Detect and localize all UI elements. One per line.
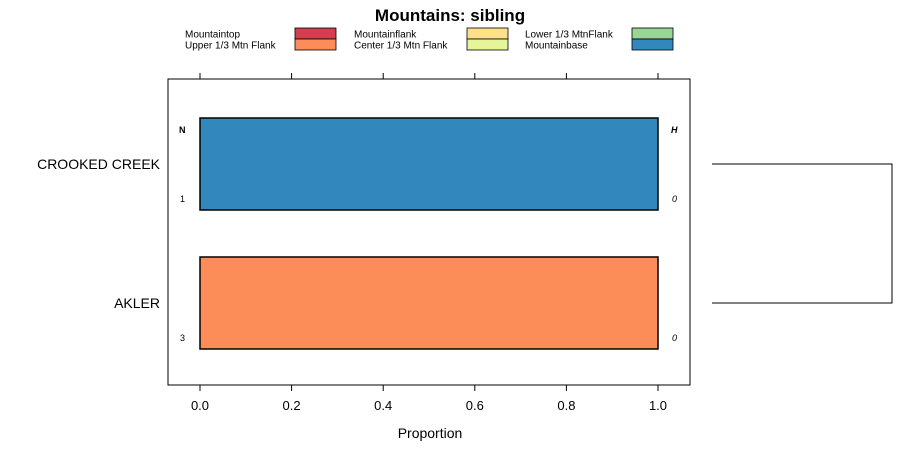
- plot-frame: [167, 78, 691, 386]
- bar-outline: [199, 117, 659, 211]
- chart-title: Mountains: sibling: [375, 6, 525, 25]
- x-tick-label: 0.6: [466, 398, 484, 413]
- bar-segment: [200, 257, 658, 349]
- legend-label: Lower 1/3 MtnFlank: [525, 30, 614, 41]
- x-axis: 0.0 0.2 0.4 0.6 0.8 1.0: [191, 385, 667, 413]
- right-column-value: 0: [672, 194, 677, 204]
- right-column-header: H: [671, 125, 678, 135]
- legend-label: Mountainflank: [354, 30, 417, 41]
- bar-segment: [200, 118, 658, 210]
- left-column-value: 1: [180, 194, 185, 204]
- legend-swatch: [466, 38, 509, 51]
- legend-swatch: [631, 27, 674, 40]
- x-tick-label: 0.0: [191, 398, 209, 413]
- bars: [199, 117, 659, 350]
- x-tick-label: 0.4: [374, 398, 392, 413]
- x-axis-label: Proportion: [398, 425, 463, 441]
- left-column-value: 3: [180, 333, 185, 343]
- right-column-value: 0: [672, 333, 677, 343]
- legend-swatch: [466, 27, 509, 40]
- side-columns: N H 1 3 0 0: [179, 125, 678, 343]
- left-column-header: N: [179, 125, 186, 135]
- top-axis-ticks: [199, 73, 659, 79]
- legend-label: Center 1/3 Mtn Flank: [354, 41, 448, 52]
- legend-label: Mountaintop: [185, 30, 240, 41]
- x-tick-label: 0.8: [557, 398, 575, 413]
- legend-swatch: [294, 27, 337, 40]
- legend-swatch: [294, 38, 337, 51]
- category-labels: CROOKED CREEK AKLER: [37, 156, 161, 311]
- legend-label: Mountainbase: [525, 41, 588, 52]
- bar-outline: [199, 256, 659, 350]
- category-label: CROOKED CREEK: [37, 156, 161, 172]
- legend-swatch: [631, 38, 674, 51]
- dendrogram: [712, 163, 893, 304]
- legend-label: Upper 1/3 Mtn Flank: [185, 41, 277, 52]
- x-tick-label: 0.2: [283, 398, 301, 413]
- dendrogram-branch: [712, 163, 893, 304]
- x-tick-label: 1.0: [649, 398, 667, 413]
- category-label: AKLER: [114, 295, 160, 311]
